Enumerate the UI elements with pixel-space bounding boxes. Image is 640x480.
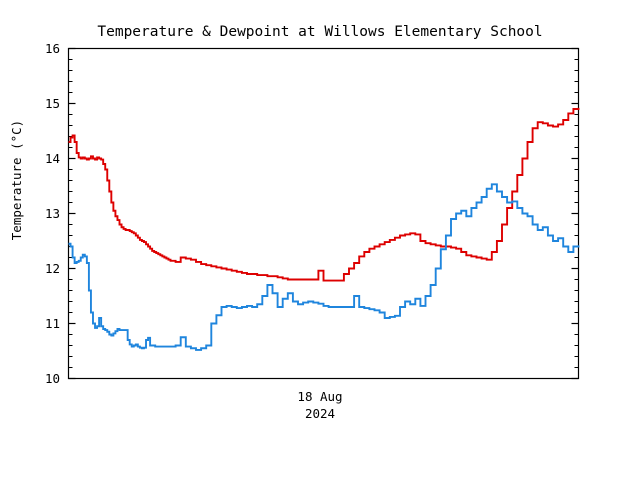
y-tick-label-16: 16 bbox=[44, 41, 60, 56]
data-series-group bbox=[68, 107, 580, 351]
x-tick-label-18-aug: 18 Aug bbox=[297, 389, 343, 404]
y-tick-label-13: 13 bbox=[44, 206, 60, 221]
y-tick-label-12: 12 bbox=[44, 261, 60, 276]
y-tick-label-11: 11 bbox=[44, 316, 60, 331]
y-tick-label-10: 10 bbox=[44, 371, 60, 386]
y-tick-label-15: 15 bbox=[44, 96, 60, 111]
y-axis-major-ticks bbox=[68, 47, 579, 380]
dewpoint-line bbox=[68, 183, 580, 351]
plot-frame bbox=[67, 47, 580, 380]
x-tick-sublabel-2024: 2024 bbox=[304, 406, 336, 421]
y-tick-label-14: 14 bbox=[44, 151, 60, 166]
plot-border bbox=[67, 47, 580, 380]
temperature-line bbox=[68, 107, 580, 282]
chart-title: Temperature & Dewpoint at Willows Elemen… bbox=[97, 24, 543, 40]
